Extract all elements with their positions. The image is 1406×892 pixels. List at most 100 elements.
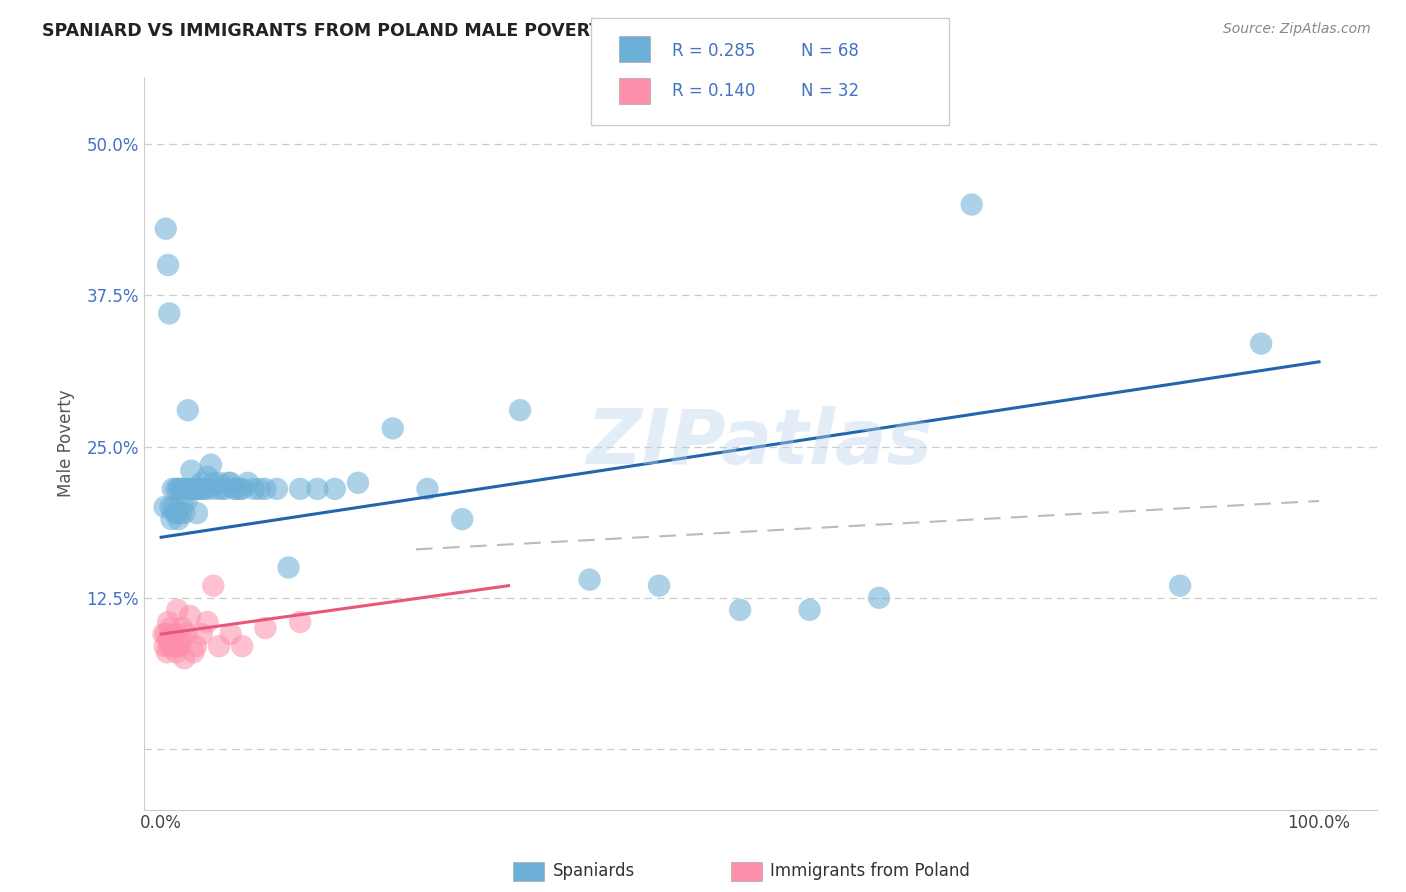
Point <box>169 482 191 496</box>
Point <box>179 608 201 623</box>
Point <box>188 482 211 496</box>
Point <box>173 506 195 520</box>
Point <box>249 482 271 496</box>
Point <box>190 627 212 641</box>
Point <box>174 482 197 496</box>
Point <box>347 475 370 490</box>
Point <box>163 506 186 520</box>
Point <box>156 645 179 659</box>
Point <box>176 627 198 641</box>
Point <box>229 482 252 496</box>
Text: Source: ZipAtlas.com: Source: ZipAtlas.com <box>1223 22 1371 37</box>
Point <box>180 464 202 478</box>
Point <box>167 627 190 641</box>
Point <box>288 482 311 496</box>
Point <box>197 615 219 629</box>
Point <box>177 403 200 417</box>
Point <box>163 500 186 514</box>
Point <box>165 645 187 659</box>
Point <box>205 482 228 496</box>
Point <box>799 603 821 617</box>
Point <box>202 579 225 593</box>
Point <box>153 500 176 514</box>
Text: SPANIARD VS IMMIGRANTS FROM POLAND MALE POVERTY CORRELATION CHART: SPANIARD VS IMMIGRANTS FROM POLAND MALE … <box>42 22 828 40</box>
Point <box>170 494 193 508</box>
Text: N = 68: N = 68 <box>801 42 859 60</box>
Point <box>208 639 231 653</box>
Point <box>1168 579 1191 593</box>
Text: Spaniards: Spaniards <box>553 862 634 880</box>
Point <box>323 482 346 496</box>
Point <box>307 482 329 496</box>
Point <box>648 579 671 593</box>
Point <box>198 482 221 496</box>
Point <box>159 500 181 514</box>
Point <box>167 512 190 526</box>
Point <box>219 475 242 490</box>
Point <box>219 627 242 641</box>
Point <box>381 421 404 435</box>
Point <box>157 258 180 272</box>
Point <box>165 482 187 496</box>
Point <box>191 482 214 496</box>
Point <box>159 633 181 648</box>
Point <box>163 633 186 648</box>
Point <box>214 482 236 496</box>
Point <box>202 475 225 490</box>
Point <box>266 482 288 496</box>
Point <box>254 621 277 635</box>
Point <box>155 221 177 235</box>
Point <box>157 615 180 629</box>
Point <box>166 603 188 617</box>
Point <box>170 621 193 635</box>
Point <box>166 506 188 520</box>
Point <box>288 615 311 629</box>
Point <box>194 482 217 496</box>
Point <box>208 475 231 490</box>
Point <box>179 482 201 496</box>
Point <box>187 482 209 496</box>
Point <box>157 306 180 320</box>
Text: N = 32: N = 32 <box>801 82 859 100</box>
Point <box>277 560 299 574</box>
Point <box>578 573 600 587</box>
Point <box>159 621 181 635</box>
Point <box>222 482 245 496</box>
Point <box>960 197 983 211</box>
Point <box>509 403 531 417</box>
Point <box>155 627 177 641</box>
Point <box>160 512 183 526</box>
Y-axis label: Male Poverty: Male Poverty <box>58 390 75 498</box>
Point <box>167 482 190 496</box>
Point <box>190 475 212 490</box>
Point <box>254 482 277 496</box>
Point <box>152 627 174 641</box>
Point <box>176 494 198 508</box>
Point <box>157 639 180 653</box>
Point <box>186 506 208 520</box>
Point <box>183 482 205 496</box>
Point <box>157 633 180 648</box>
Point <box>231 482 253 496</box>
Text: R = 0.285: R = 0.285 <box>672 42 755 60</box>
Point <box>868 591 890 605</box>
Point <box>200 458 222 472</box>
Point <box>183 645 205 659</box>
Point <box>217 475 239 490</box>
Point <box>728 603 751 617</box>
Point <box>169 639 191 653</box>
Point <box>231 639 253 653</box>
Point <box>197 469 219 483</box>
Point <box>416 482 439 496</box>
Text: R = 0.140: R = 0.140 <box>672 82 755 100</box>
Point <box>181 482 204 496</box>
Point <box>236 475 259 490</box>
Point <box>170 506 193 520</box>
Text: ZIPatlas: ZIPatlas <box>588 407 934 481</box>
Point <box>184 482 207 496</box>
Point <box>162 482 184 496</box>
Point <box>209 482 232 496</box>
Point <box>242 482 264 496</box>
Point <box>1250 336 1272 351</box>
Point <box>184 639 207 653</box>
